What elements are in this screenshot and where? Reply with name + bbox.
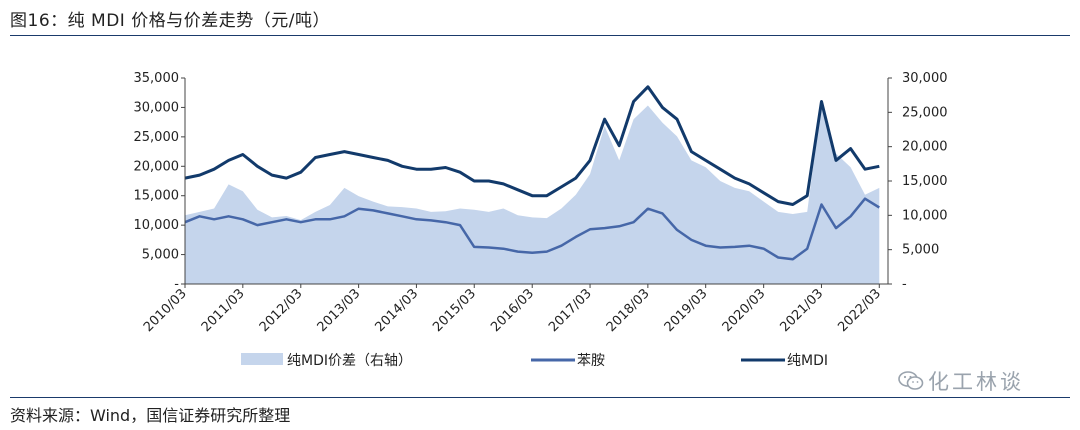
- x-tick-label: 2022/03: [835, 286, 884, 335]
- watermark-text: 化工林谈: [928, 370, 1024, 394]
- y-left-tick-label: -: [174, 277, 179, 292]
- x-tick-label: 2019/03: [662, 286, 711, 335]
- x-tick-label: 2012/03: [257, 286, 306, 335]
- x-tick-label: 2021/03: [777, 286, 826, 335]
- source-rule: [10, 397, 1070, 398]
- series-line-mdi: [184, 85, 880, 206]
- y-right-tick-label: 10,000: [902, 208, 948, 223]
- x-tick-label: 2014/03: [372, 286, 421, 335]
- legend-label: 纯MDI价差（右轴）: [287, 353, 412, 369]
- y-right-tick-label: 15,000: [902, 174, 948, 189]
- y-left-tick-label: 5,000: [142, 248, 179, 263]
- y-right-tick-label: -: [902, 277, 907, 292]
- x-tick-label: 2013/03: [315, 286, 364, 335]
- wechat-icon: [898, 370, 924, 397]
- x-tick-label: 2011/03: [199, 286, 248, 335]
- x-tick-label: 2017/03: [546, 286, 595, 335]
- figure-title: 图16：纯 MDI 价格与价差走势（元/吨）: [10, 11, 330, 31]
- y-left-tick-label: 20,000: [134, 159, 180, 174]
- y-left-tick-label: 30,000: [134, 100, 180, 115]
- y-right-tick-label: 5,000: [902, 243, 939, 258]
- series-line-aniline: [184, 197, 880, 261]
- legend-label: 纯MDI: [787, 353, 828, 369]
- x-tick-label: 2016/03: [488, 286, 537, 335]
- x-tick-label: 2015/03: [430, 286, 479, 335]
- watermark: 化工林谈: [898, 366, 1024, 397]
- y-left-tick-label: 25,000: [134, 130, 180, 145]
- legend-swatch-spread: [241, 353, 283, 365]
- x-tick-label: 2010/03: [141, 286, 190, 335]
- series-area-spread: [185, 102, 880, 284]
- y-right-tick-label: 25,000: [902, 105, 948, 120]
- y-right-tick-label: 20,000: [902, 140, 948, 155]
- title-rule: [10, 35, 1070, 36]
- y-right-tick-label: 30,000: [902, 71, 948, 86]
- source-note: 资料来源：Wind，国信证券研究所整理: [10, 406, 291, 425]
- y-left-tick-label: 35,000: [134, 71, 180, 86]
- y-left-tick-label: 10,000: [134, 218, 180, 233]
- x-tick-label: 2018/03: [604, 286, 653, 335]
- y-left-tick-label: 15,000: [134, 189, 180, 204]
- legend-label: 苯胺: [577, 352, 605, 369]
- x-tick-label: 2020/03: [720, 286, 769, 335]
